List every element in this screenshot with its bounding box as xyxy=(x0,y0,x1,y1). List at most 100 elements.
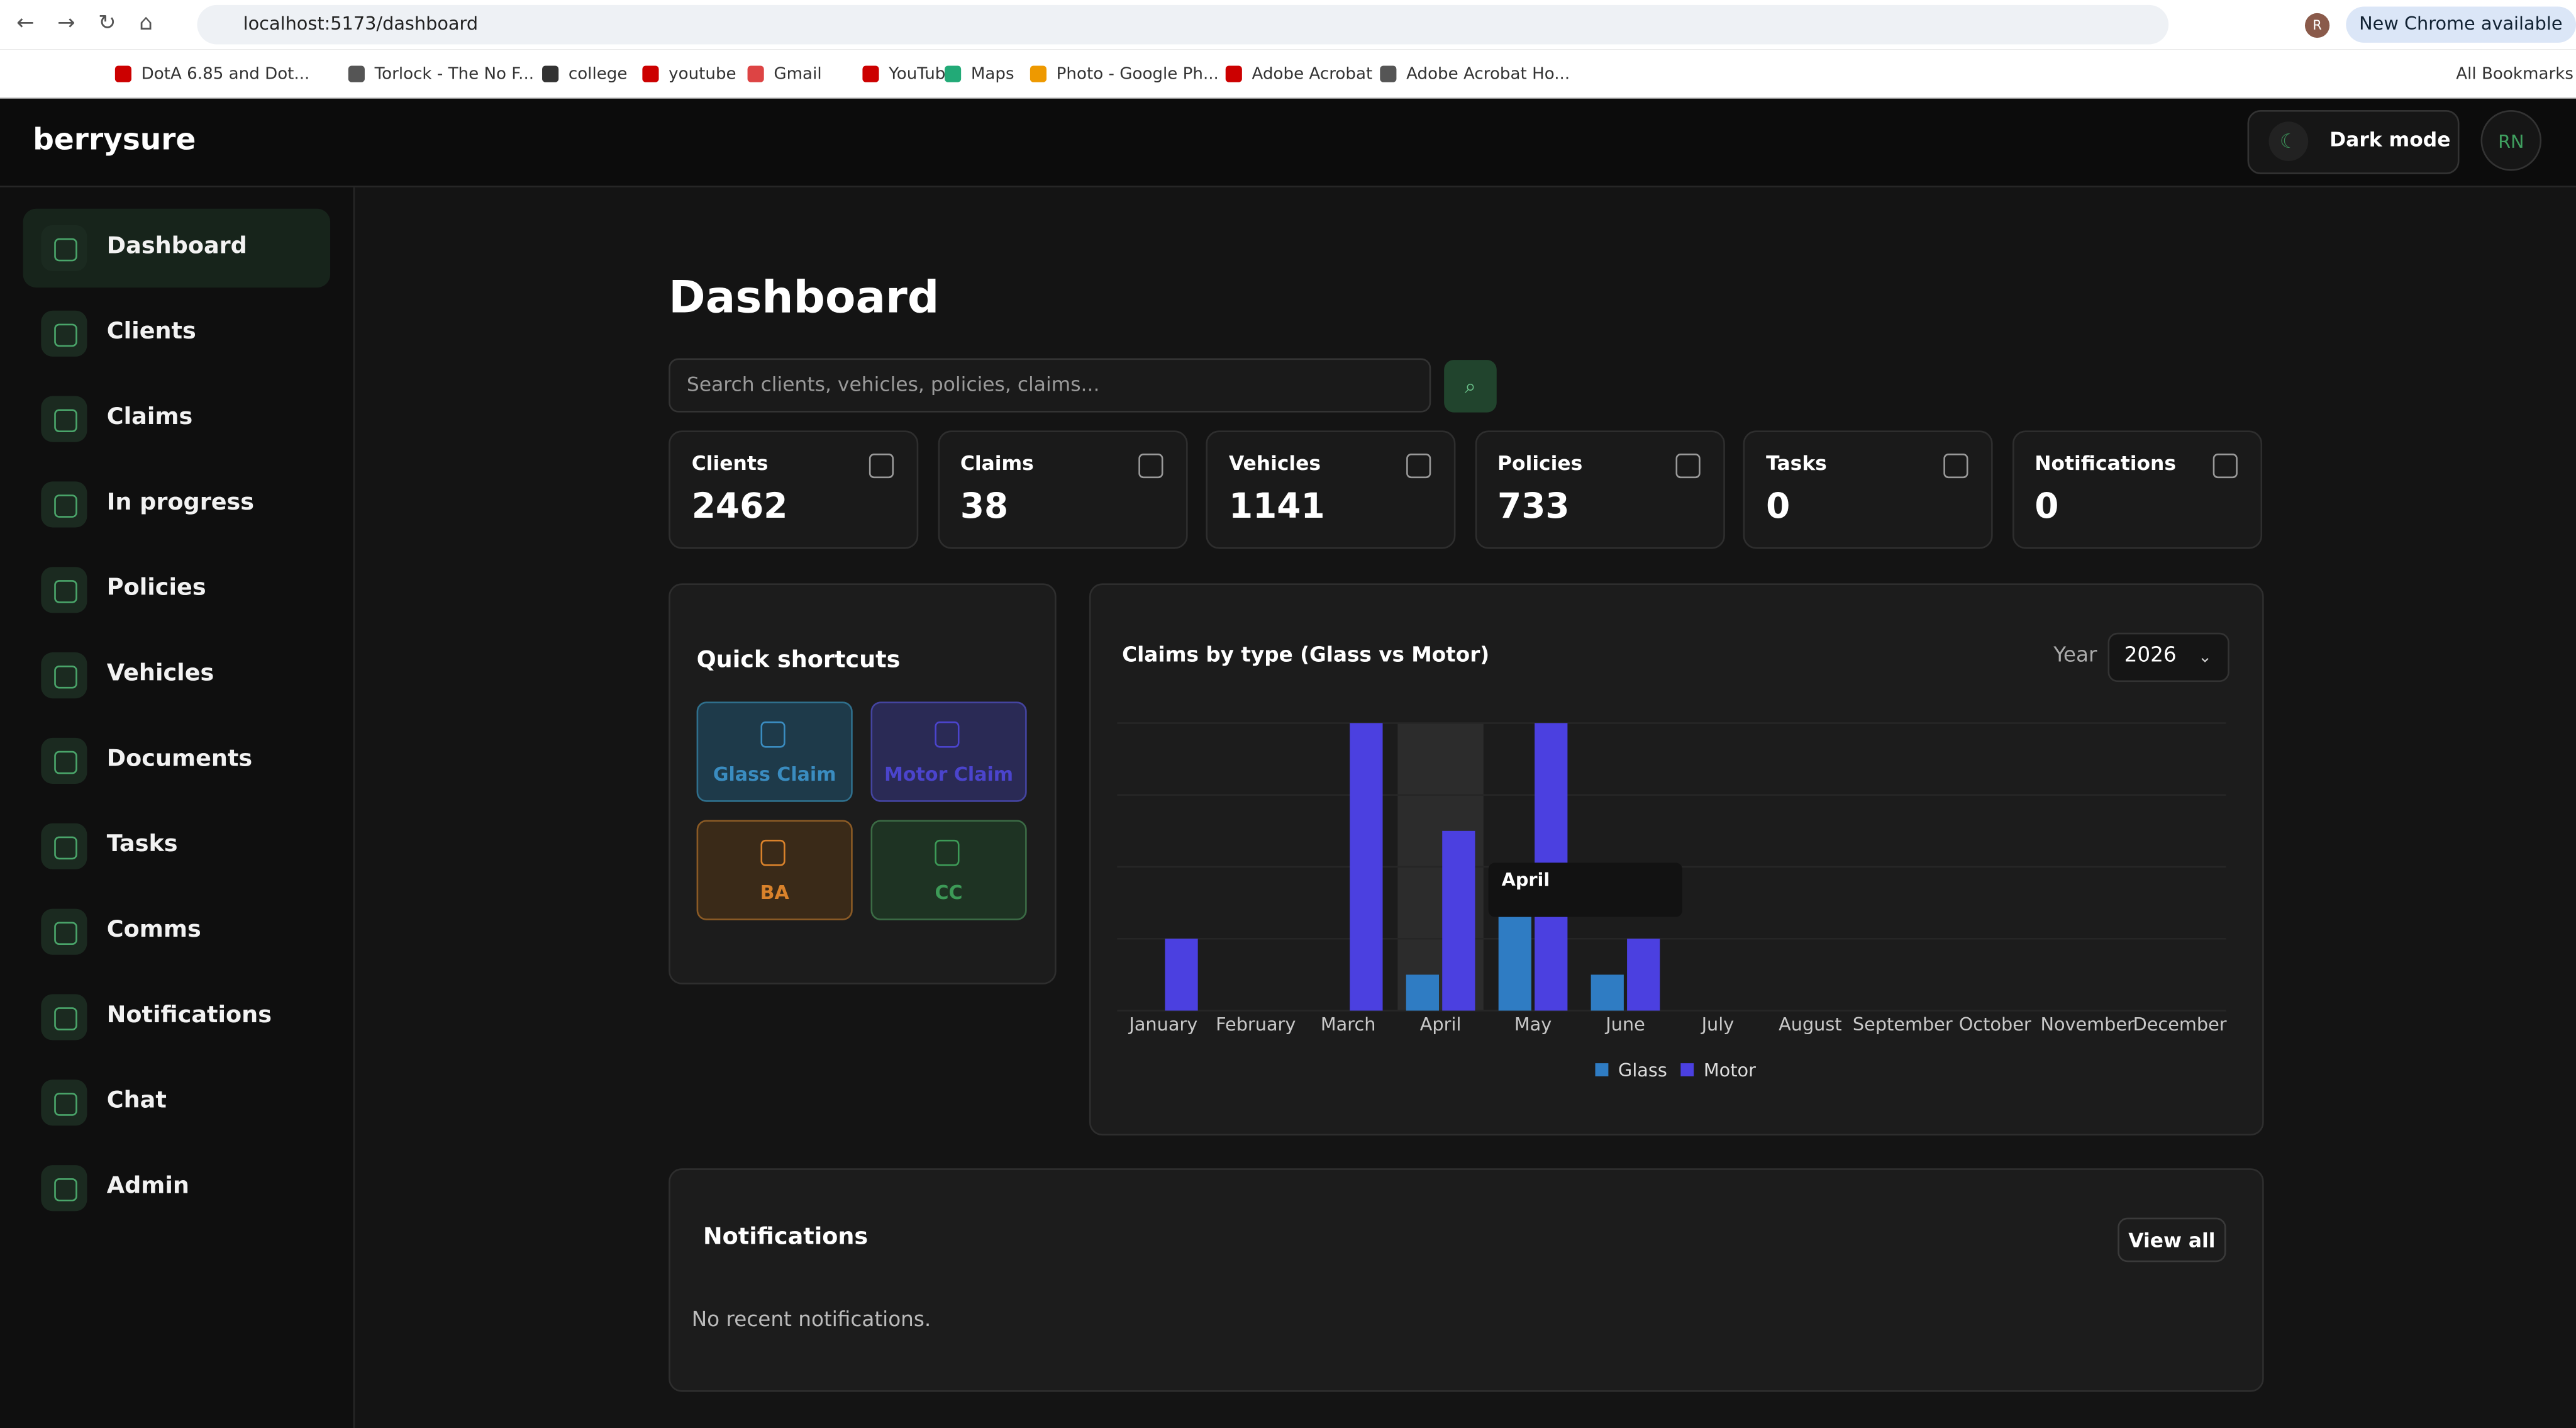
stat-card xyxy=(937,430,1187,549)
stat-label: Claims xyxy=(960,452,1034,475)
stat-label: Notifications xyxy=(2035,452,2177,475)
bookmark[interactable]: youtube xyxy=(669,65,736,84)
shortcut-icon xyxy=(935,721,960,748)
bookmark-icon xyxy=(945,65,962,82)
stat-card xyxy=(669,430,919,549)
legend-label: Motor xyxy=(1704,1059,1756,1081)
nav-icon xyxy=(41,994,87,1040)
nav-item[interactable]: Clients xyxy=(106,318,196,345)
chart: Claims by type (Glass vs Motor) Year 202… xyxy=(1117,642,2227,1081)
stat-icon xyxy=(2212,453,2237,479)
stat-card xyxy=(2011,430,2262,549)
x-tick-label: January xyxy=(1128,1013,1197,1035)
search-placeholder: Search clients, vehicles, policies, clai… xyxy=(686,372,1100,396)
x-tick-label: May xyxy=(1514,1013,1552,1035)
nav-icon xyxy=(41,908,87,955)
tooltip-label: April xyxy=(1502,869,1550,890)
stat-label: Policies xyxy=(1497,452,1583,475)
chart-panel xyxy=(1089,583,2264,1136)
nav-item[interactable]: Dashboard xyxy=(106,233,247,260)
bookmark[interactable]: Adobe Acrobat xyxy=(1252,65,1373,84)
shortcut-tile[interactable] xyxy=(696,820,853,920)
shortcut-tile[interactable] xyxy=(696,701,853,802)
stat-card xyxy=(1743,430,1993,549)
moon-icon: ☾ xyxy=(2268,121,2309,162)
nav-item[interactable]: Chat xyxy=(106,1088,167,1115)
bookmark[interactable]: Photo - Google Ph... xyxy=(1056,65,1219,84)
nav-item[interactable]: Documents xyxy=(106,745,253,773)
bar xyxy=(1591,974,1624,1011)
view-all-button[interactable]: View all xyxy=(2118,1217,2226,1263)
bookmark-icon xyxy=(1225,65,1242,82)
bookmark[interactable]: Adobe Acrobat Ho... xyxy=(1406,65,1570,84)
x-tick-label: June xyxy=(1604,1013,1645,1035)
stat-value: 733 xyxy=(1497,486,1570,526)
bookmark-icon xyxy=(542,65,559,82)
notifications-empty: No recent notifications. xyxy=(691,1306,931,1331)
avatar[interactable]: RN xyxy=(2480,110,2542,171)
bookmark[interactable]: Gmail xyxy=(774,65,822,84)
nav-item[interactable]: Comms xyxy=(106,917,201,944)
bookmark[interactable]: YouTube xyxy=(889,65,956,84)
bookmark[interactable]: Torlock - The No F... xyxy=(374,65,535,84)
nav-icon xyxy=(41,567,87,613)
bar xyxy=(1350,723,1383,1011)
bookmarks-bar xyxy=(0,49,2576,99)
x-tick-label: December xyxy=(2133,1013,2227,1035)
profile[interactable]: R xyxy=(2304,13,2330,38)
sidebar xyxy=(0,187,355,1428)
year-select[interactable] xyxy=(2107,632,2229,683)
bar xyxy=(1498,903,1531,1011)
shortcut-tile[interactable] xyxy=(870,820,1027,920)
bookmark-icon xyxy=(1380,65,1397,82)
brand: berrysure xyxy=(33,123,196,158)
stat-icon xyxy=(1406,453,1431,479)
bookmark[interactable]: Maps xyxy=(970,65,1014,84)
bookmark-icon xyxy=(642,65,659,82)
x-tick-label: August xyxy=(1779,1013,1842,1035)
nav-icon xyxy=(41,823,87,869)
nav-item[interactable]: In progress xyxy=(106,489,255,516)
stat-value: 0 xyxy=(2035,486,2059,526)
all-bookmarks[interactable]: All Bookmarks xyxy=(2456,65,2573,84)
bar xyxy=(1442,830,1475,1011)
nav-icon xyxy=(41,1165,87,1212)
nav-item[interactable]: Vehicles xyxy=(106,661,214,687)
shortcuts-title: Quick shortcuts xyxy=(696,647,901,674)
url-bar[interactable] xyxy=(197,4,2169,45)
stat-value: 1141 xyxy=(1228,486,1325,526)
shortcut-label: BA xyxy=(760,881,789,904)
nav-item[interactable]: Policies xyxy=(106,575,206,602)
stat-label: Clients xyxy=(691,452,769,475)
nav-item[interactable]: Claims xyxy=(106,404,193,431)
stat-value: 2462 xyxy=(691,486,788,526)
nav-icons: ←→↻⌂ xyxy=(16,11,176,36)
x-tick-label: February xyxy=(1216,1013,1296,1035)
update-button[interactable]: New Chrome available xyxy=(2346,6,2576,43)
nav-item[interactable]: Tasks xyxy=(106,831,178,858)
x-tick-label: October xyxy=(1959,1013,2031,1035)
bookmark[interactable]: college xyxy=(568,65,628,84)
stat-icon xyxy=(1675,453,1700,479)
app-header xyxy=(0,98,2576,187)
bookmark-icon xyxy=(862,65,879,82)
x-tick-label: July xyxy=(1701,1013,1735,1035)
stat-card xyxy=(1474,430,1724,549)
nav-icon xyxy=(41,396,87,442)
nav-item[interactable]: Admin xyxy=(106,1173,189,1200)
nav-icon xyxy=(41,225,87,272)
bar xyxy=(1627,939,1660,1011)
nav-icon xyxy=(41,481,87,528)
stat-label: Vehicles xyxy=(1228,452,1321,475)
search-button[interactable]: ⌕ xyxy=(1444,360,1497,413)
shortcut-label: Glass Claim xyxy=(713,762,836,786)
legend-swatch xyxy=(1680,1063,1694,1077)
bookmark[interactable]: DotA 6.85 and Dot... xyxy=(141,65,310,84)
shortcut-tile[interactable] xyxy=(870,701,1027,802)
search-input[interactable] xyxy=(669,358,1431,413)
bookmark-icon xyxy=(747,65,764,82)
shortcut-label: Motor Claim xyxy=(884,762,1014,786)
shortcut-icon xyxy=(760,721,786,748)
nav-item[interactable]: Notifications xyxy=(106,1002,272,1029)
